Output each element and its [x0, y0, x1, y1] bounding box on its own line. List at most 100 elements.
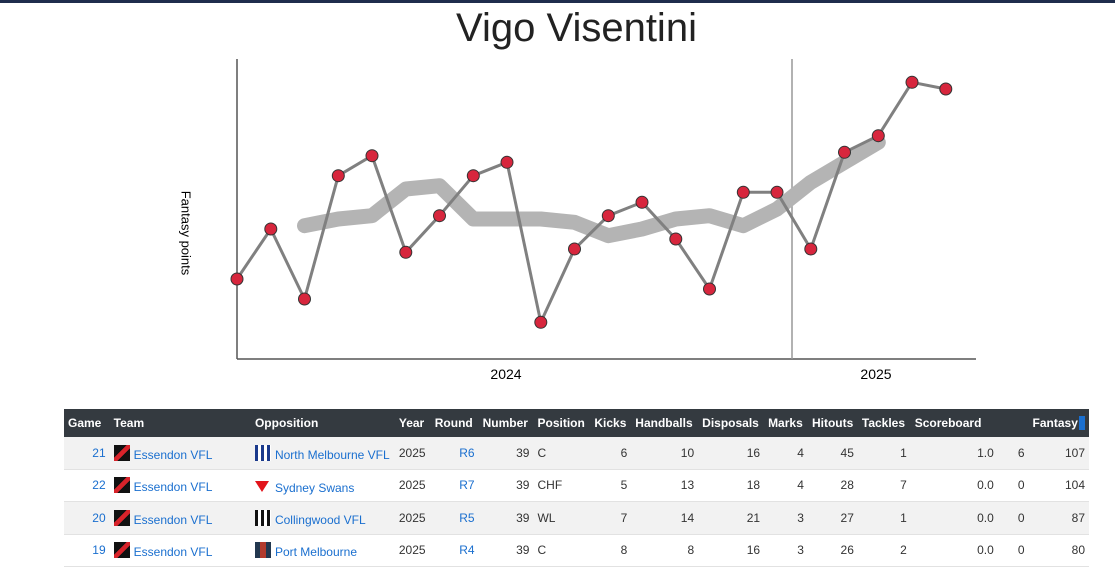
opposition-link[interactable]: North Melbourne VFL [274, 447, 390, 462]
cell-team: Essendon VFL [110, 534, 251, 567]
cell-hitouts: 26 [840, 543, 854, 558]
cell-year: 2025 [398, 478, 426, 493]
cell-marks: 4 [797, 478, 804, 493]
data-point[interactable] [939, 82, 953, 96]
team-link[interactable]: Essendon VFL [133, 447, 213, 462]
team-link[interactable]: Essendon VFL [133, 545, 213, 560]
col-fantasy-label: Fantasy [1032, 415, 1078, 430]
round-link[interactable]: R6 [459, 445, 475, 460]
cell-tackles: 1 [857, 501, 911, 534]
cell-hitouts: 27 [807, 501, 858, 534]
col-position[interactable]: Position [533, 409, 591, 437]
data-point[interactable] [433, 209, 446, 223]
col-fantasy[interactable]: Fantasy [1028, 409, 1089, 437]
cell-extra: 0 [1017, 543, 1025, 558]
data-point[interactable] [736, 185, 750, 199]
data-point[interactable] [365, 149, 379, 163]
cell-scoreboard: 0.0 [977, 478, 994, 493]
page-title: Vigo Visentini [456, 6, 697, 50]
data-point[interactable] [331, 169, 345, 183]
col-game[interactable]: Game [64, 409, 110, 437]
round-link[interactable]: R7 [459, 478, 475, 493]
table-header-row: Game Team Opposition Year Round Number P… [64, 409, 1089, 437]
cell-opposition: Sydney Swans [251, 469, 395, 502]
col-extra[interactable] [997, 409, 1029, 437]
game-link[interactable]: 21 [92, 445, 106, 460]
round-link[interactable]: R5 [459, 510, 475, 525]
data-point[interactable] [500, 155, 514, 169]
opposition-link[interactable]: Port Melbourne [274, 545, 357, 560]
col-kicks[interactable]: Kicks [590, 409, 632, 437]
col-number[interactable]: Number [478, 409, 534, 437]
game-link[interactable]: 19 [92, 543, 106, 558]
cell-scoreboard: 1.0 [910, 437, 998, 469]
data-point[interactable] [770, 185, 784, 199]
cell-hitouts: 45 [807, 437, 858, 469]
data-point[interactable] [871, 129, 885, 143]
col-handballs[interactable]: Handballs [631, 409, 699, 437]
data-point[interactable] [264, 222, 278, 236]
cell-marks: 3 [764, 501, 808, 534]
data-point[interactable] [635, 195, 649, 209]
cell-opposition: Port Melbourne [251, 534, 395, 567]
opposition-link[interactable]: Collingwood VFL [274, 512, 366, 527]
cell-kicks: 5 [620, 478, 628, 493]
col-scoreboard[interactable]: Scoreboard [910, 409, 998, 437]
cell-game: 21 [64, 437, 110, 469]
data-point[interactable] [466, 169, 480, 183]
cell-team: Essendon VFL [109, 501, 251, 534]
cell-scoreboard: 0.0 [977, 543, 994, 558]
col-marks[interactable]: Marks [764, 409, 808, 437]
cell-game: 19 [64, 534, 110, 567]
data-point[interactable] [568, 242, 581, 256]
cell-round: R6 [430, 437, 479, 469]
table-row: 19 Essendon VFL Port Melbourne 2025 R4 39 C 8 8 1… [64, 534, 1089, 567]
cell-position: CHF [537, 478, 563, 493]
data-point[interactable] [905, 75, 919, 89]
cell-year: 2025 [394, 501, 431, 534]
col-tackles[interactable]: Tackles [857, 409, 911, 437]
cell-kicks: 7 [590, 501, 632, 534]
opposition-link[interactable]: Sydney Swans [274, 481, 355, 496]
cell-disposals: 21 [698, 501, 765, 534]
data-point[interactable] [838, 145, 851, 159]
table-body: 21 Essendon VFL North Melbourne VFL 2025 R6 3… [64, 437, 1089, 567]
cell-number: 39 [478, 437, 534, 469]
data-point[interactable] [804, 242, 818, 256]
opposition-logo-icon [254, 480, 269, 492]
col-opposition[interactable]: Opposition [250, 409, 395, 437]
team-link[interactable]: Essendon VFL [133, 512, 213, 527]
cell-position: C [533, 437, 591, 469]
cell-round: R5 [430, 501, 479, 534]
x-tick-2024: 2024 [490, 366, 522, 382]
opposition-logo-icon [254, 542, 271, 559]
cell-disposals: 18 [746, 478, 761, 493]
col-team[interactable]: Team [109, 409, 251, 437]
cell-year: 2025 [394, 437, 431, 469]
cell-marks: 3 [797, 543, 804, 558]
col-round[interactable]: Round [430, 409, 479, 437]
col-hitouts[interactable]: Hitouts [807, 409, 858, 437]
data-point[interactable] [669, 232, 683, 246]
data-point[interactable] [399, 245, 413, 259]
round-link[interactable]: R4 [459, 543, 475, 558]
cell-handballs: 14 [631, 501, 699, 534]
cell-tackles: 7 [900, 478, 907, 493]
col-year[interactable]: Year [394, 409, 431, 437]
cell-game: 22 [64, 469, 110, 502]
opposition-logo-icon [254, 509, 271, 526]
cell-game: 20 [64, 501, 110, 534]
cell-extra: 6 [997, 437, 1029, 469]
data-point[interactable] [534, 315, 548, 329]
data-point[interactable] [601, 209, 615, 223]
game-link[interactable]: 20 [92, 510, 106, 525]
col-disposals[interactable]: Disposals [698, 409, 765, 437]
game-link[interactable]: 22 [92, 478, 106, 493]
cell-round: R4 [431, 534, 479, 567]
data-point[interactable] [703, 282, 716, 296]
data-point[interactable] [230, 272, 244, 286]
table-row: 22 Essendon VFL Sydney Swans 2025 R7 39 CHF 5 13… [64, 469, 1089, 502]
data-point[interactable] [298, 292, 311, 306]
cell-number: 39 [478, 501, 534, 534]
team-link[interactable]: Essendon VFL [133, 480, 213, 495]
